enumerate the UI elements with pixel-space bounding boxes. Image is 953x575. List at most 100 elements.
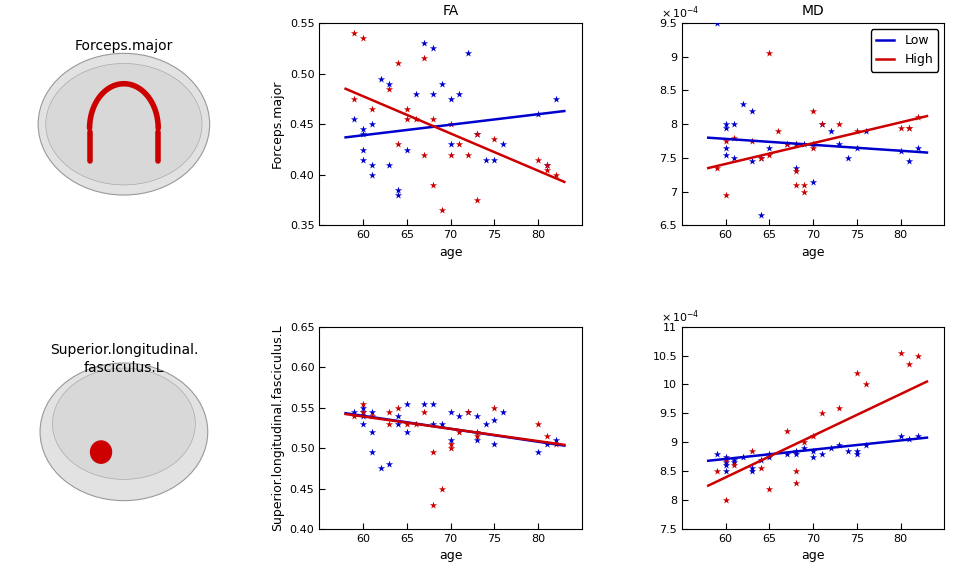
Point	[857, 380, 872, 389]
Point	[538, 160, 554, 169]
Point	[364, 447, 379, 457]
Point	[796, 443, 811, 453]
Point	[390, 185, 405, 194]
Point	[425, 114, 440, 124]
Point	[848, 449, 863, 458]
Point	[761, 49, 777, 58]
Point	[743, 463, 759, 473]
Point	[718, 190, 733, 200]
Point	[495, 407, 510, 416]
Point	[442, 120, 457, 129]
Text: $\times\,10^{-4}$: $\times\,10^{-4}$	[660, 308, 699, 324]
Point	[796, 140, 811, 149]
Point	[442, 439, 457, 448]
Point	[477, 155, 493, 164]
Point	[408, 89, 423, 98]
Point	[804, 452, 820, 461]
Point	[355, 419, 371, 428]
Point	[530, 419, 545, 428]
Point	[398, 145, 414, 154]
Point	[355, 407, 371, 416]
Point	[787, 181, 802, 190]
Point	[718, 496, 733, 505]
Point	[752, 455, 767, 464]
Point	[761, 449, 777, 458]
Point	[469, 196, 484, 205]
Point	[416, 150, 432, 159]
X-axis label: age: age	[438, 550, 462, 562]
Point	[469, 411, 484, 420]
Point	[848, 143, 863, 152]
Point	[547, 435, 562, 444]
Point	[390, 59, 405, 68]
Point	[355, 411, 371, 420]
Point	[469, 130, 484, 139]
Point	[718, 143, 733, 152]
Point	[547, 170, 562, 179]
Point	[718, 458, 733, 467]
Point	[831, 403, 846, 412]
Point	[373, 463, 388, 473]
Point	[355, 33, 371, 43]
Point	[434, 419, 449, 428]
Point	[822, 126, 838, 136]
Point	[425, 89, 440, 98]
Point	[364, 170, 379, 179]
Point	[390, 419, 405, 428]
Point	[743, 446, 759, 455]
Point	[718, 123, 733, 132]
Point	[398, 427, 414, 436]
Point	[355, 399, 371, 408]
Point	[718, 455, 733, 464]
Point	[390, 403, 405, 412]
Point	[892, 348, 907, 357]
Point	[355, 125, 371, 134]
Point	[743, 136, 759, 145]
Point	[547, 94, 562, 103]
Point	[469, 427, 484, 436]
Point	[726, 455, 741, 464]
Point	[752, 154, 767, 163]
Point	[381, 84, 396, 93]
Point	[486, 155, 501, 164]
Point	[425, 181, 440, 190]
Point	[726, 458, 741, 467]
Point	[804, 446, 820, 455]
Circle shape	[91, 441, 112, 463]
Point	[779, 449, 794, 458]
Legend: Low, High: Low, High	[870, 29, 937, 71]
Point	[451, 89, 466, 98]
Point	[451, 411, 466, 420]
Point	[787, 466, 802, 476]
Point	[892, 123, 907, 132]
Point	[530, 109, 545, 118]
Point	[909, 432, 924, 441]
Text: Superior.longitudinal.: Superior.longitudinal.	[50, 343, 198, 357]
Point	[709, 449, 724, 458]
Point	[364, 407, 379, 416]
Point	[743, 106, 759, 116]
Point	[390, 140, 405, 149]
Text: $\times\,10^{-4}$: $\times\,10^{-4}$	[660, 5, 699, 21]
Point	[425, 44, 440, 53]
Ellipse shape	[46, 63, 202, 185]
Point	[796, 438, 811, 447]
Point	[442, 407, 457, 416]
Point	[840, 154, 855, 163]
Point	[425, 500, 440, 509]
Point	[434, 484, 449, 493]
Point	[538, 165, 554, 174]
Point	[718, 136, 733, 145]
Point	[735, 99, 750, 109]
Point	[796, 181, 811, 190]
Point	[408, 419, 423, 428]
Point	[364, 120, 379, 129]
Point	[495, 140, 510, 149]
Point	[761, 143, 777, 152]
Point	[787, 163, 802, 172]
Point	[390, 411, 405, 420]
Point	[373, 74, 388, 83]
Point	[381, 419, 396, 428]
Point	[425, 447, 440, 457]
Point	[346, 411, 361, 420]
